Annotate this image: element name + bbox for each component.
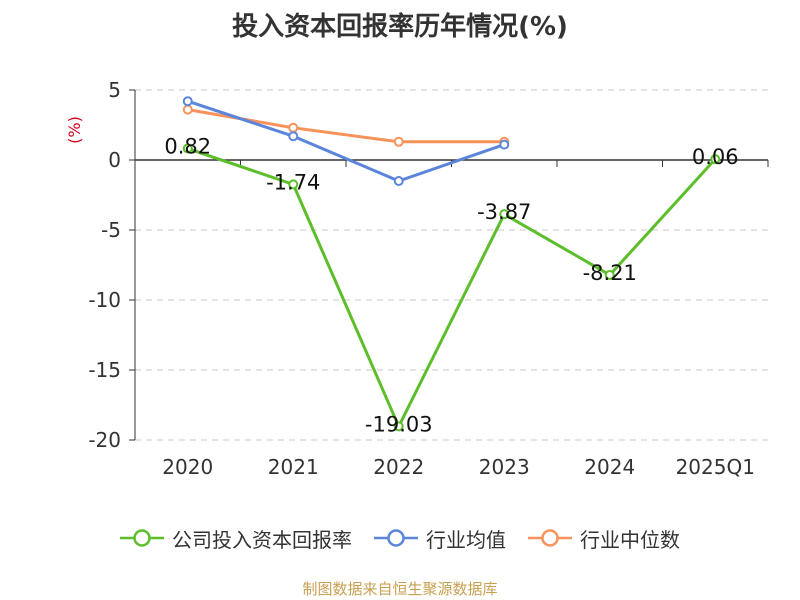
y-tick-label: 0 (108, 148, 121, 172)
series-line-2 (187, 108, 505, 144)
legend-label-industry-median: 行业中位数 (580, 527, 680, 552)
data-point-s0-1 (288, 179, 299, 190)
data-point-s0-5 (710, 154, 721, 165)
y-tick-label: -10 (88, 288, 121, 312)
legend-label-company: 公司投入资本回报率 (172, 527, 352, 552)
data-label-1: -1.74 (266, 170, 320, 194)
y-tick-label: -15 (88, 358, 121, 382)
legend-label-industry-mean: 行业均值 (426, 527, 506, 552)
data-label-2: -19.03 (365, 412, 433, 436)
data-point-s0-0 (182, 143, 193, 154)
legend-item-industry-median[interactable]: 行业中位数 (528, 524, 680, 553)
series-line-0 (187, 147, 717, 428)
legend-item-company[interactable]: 公司投入资本回报率 (120, 524, 352, 553)
source-note: 制图数据来自恒生聚源数据库 (302, 580, 498, 598)
data-label-3: -3.87 (477, 200, 531, 224)
data-point-s2-1 (288, 122, 299, 133)
data-point-s2-0 (182, 104, 193, 115)
legend: 公司投入资本回报率 行业均值 行业中位数 (0, 520, 800, 556)
x-tick-label: 2021 (268, 455, 319, 479)
data-point-s1-0 (182, 96, 193, 107)
legend-swatch-industry-mean (374, 529, 418, 547)
series-line-1 (187, 99, 505, 183)
y-tick-label: 5 (108, 78, 121, 102)
data-point-s0-3 (499, 209, 510, 220)
data-point-s2-2 (393, 136, 404, 147)
data-label-4: -8.21 (583, 261, 637, 285)
x-tick-label: 2023 (479, 455, 530, 479)
x-tick-label: 2024 (584, 455, 635, 479)
legend-swatch-company (120, 529, 164, 547)
data-label-0: 0.82 (164, 135, 211, 159)
x-tick-label: 2022 (373, 455, 424, 479)
x-tick-label: 2025Q1 (676, 455, 755, 479)
legend-swatch-industry-median (528, 529, 572, 547)
data-point-s0-4 (604, 269, 615, 280)
data-point-s1-1 (288, 131, 299, 142)
data-point-s1-2 (393, 176, 404, 186)
data-label-5: 0.06 (692, 145, 739, 169)
y-axis-unit-label: (%) (65, 116, 84, 144)
data-point-s1-3 (499, 139, 510, 150)
x-tick-label: 2020 (162, 455, 213, 479)
data-point-s0-2 (393, 421, 404, 432)
chart-title: 投入资本回报率历年情况(%) (232, 12, 568, 42)
y-tick-label: -5 (101, 218, 121, 242)
y-tick-label: -20 (88, 428, 121, 452)
legend-item-industry-mean[interactable]: 行业均值 (374, 524, 506, 553)
